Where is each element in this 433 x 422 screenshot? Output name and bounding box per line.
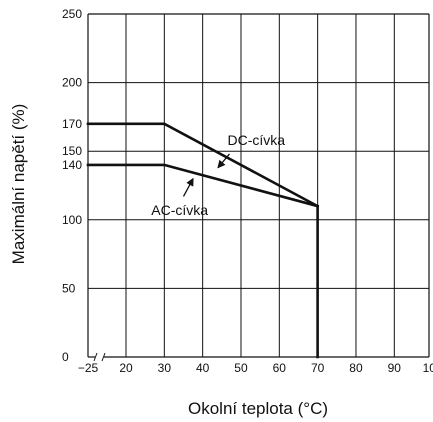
x-tick-label-8: 90 [388, 361, 402, 375]
annotations: DC-cívka AC-cívka [151, 132, 285, 218]
plot-frame [87, 13, 430, 362]
x-tick-label-1: 20 [119, 361, 133, 375]
y-tick-label-6: 200 [62, 76, 82, 90]
y-tick-label-4: 150 [62, 144, 82, 158]
y-axis-title: Maximální napětí (%) [9, 104, 28, 265]
y-tick-label-1: 50 [62, 281, 76, 295]
series-line-ac-c-vka [86, 163, 320, 208]
x-tick-label-2: 30 [158, 361, 172, 375]
y-tick-label-5: 170 [62, 117, 82, 131]
series-lines [86, 122, 320, 359]
x-tick-label-7: 80 [349, 361, 363, 375]
y-tick-label-3: 140 [62, 158, 82, 172]
grid-lines [88, 14, 429, 357]
axis-break-mark-1 [93, 352, 98, 362]
x-axis-title: Okolní teplota (°C) [188, 399, 328, 418]
x-tick-label-3: 40 [196, 361, 210, 375]
y-tick-label-2: 100 [62, 213, 82, 227]
x-tick-label-9: 100 [423, 361, 433, 375]
x-tick-label-5: 60 [273, 361, 287, 375]
x-tick-label-6: 70 [311, 361, 325, 375]
y-tick-label-7: 250 [62, 7, 82, 21]
annotation-arrow-dc [217, 153, 230, 169]
axis-break-mark-2 [101, 352, 106, 362]
series-line-dc-c-vka [86, 122, 319, 359]
y-tick-label-0: 0 [62, 350, 69, 364]
annotation-label-ac: AC-cívka [151, 202, 208, 218]
x-tick-label-0: −25 [78, 361, 99, 375]
annotation-label-dc: DC-cívka [228, 132, 286, 148]
x-tick-label-4: 50 [234, 361, 248, 375]
annotation-arrow-ac [182, 177, 194, 197]
